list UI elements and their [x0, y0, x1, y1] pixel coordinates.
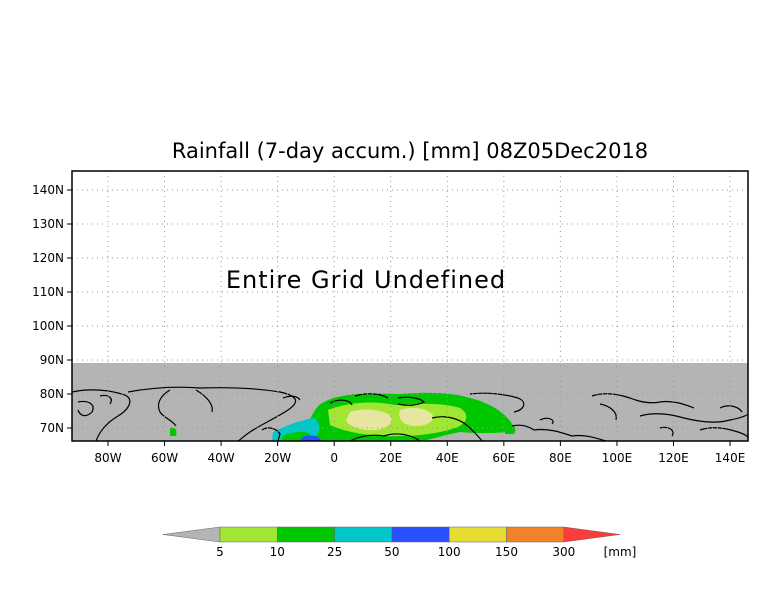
y-tick-label: 130N: [32, 217, 64, 231]
legend-threshold-label: 150: [495, 545, 518, 559]
legend-color-box: [219, 526, 278, 543]
legend-threshold-label: 10: [270, 545, 285, 559]
y-tick-label: 140N: [32, 183, 64, 197]
legend-color-box: [448, 526, 507, 543]
x-tick-label: 60E: [492, 451, 515, 465]
y-tick-label: 80N: [40, 387, 64, 401]
x-tick-label: 140E: [715, 451, 746, 465]
legend-threshold-label: 5: [216, 545, 224, 559]
y-axis: 140N 130N 120N 110N 100N 90N 80N 70N: [32, 183, 72, 435]
y-tick-label: 70N: [40, 421, 64, 435]
legend-below-triangle: [162, 526, 221, 543]
x-tick-label: 0: [330, 451, 338, 465]
color-bar-legend: 5 10 25 50 100 150 300 [mm]: [162, 526, 637, 559]
x-tick-label: 20W: [264, 451, 291, 465]
x-tick-label: 20E: [379, 451, 402, 465]
legend-color-box: [391, 526, 450, 543]
y-tick-label: 120N: [32, 251, 64, 265]
undefined-grid-message: Entire Grid Undefined: [226, 266, 506, 294]
x-tick-label: 60W: [151, 451, 178, 465]
x-axis: 80W 60W 40W 20W 0 20E 40E 60E 80E 100E 120E 140E: [94, 441, 745, 465]
legend-unit-label: [mm]: [604, 545, 637, 559]
precipitation-overlay: [170, 392, 516, 441]
legend-above-triangle: [563, 526, 621, 543]
coastlines: [71, 386, 749, 442]
x-tick-label: 40E: [436, 451, 459, 465]
legend-threshold-label: 100: [438, 545, 461, 559]
map-title: Rainfall (7-day accum.) [mm] 08Z05Dec201…: [172, 139, 648, 163]
y-tick-label: 100N: [32, 319, 64, 333]
x-tick-label: 120E: [658, 451, 689, 465]
map-gridlines: [72, 171, 748, 441]
y-tick-label: 90N: [40, 353, 64, 367]
map-frame: [71, 170, 749, 442]
legend-threshold-label: 50: [384, 545, 399, 559]
legend-threshold-label: 25: [327, 545, 342, 559]
x-tick-label: 40W: [208, 451, 235, 465]
y-tick-label: 110N: [32, 285, 64, 299]
legend-color-box: [277, 526, 335, 543]
legend-threshold-label: 300: [552, 545, 575, 559]
x-tick-label: 80E: [549, 451, 572, 465]
x-tick-label: 80W: [94, 451, 121, 465]
legend-color-box: [334, 526, 393, 543]
x-tick-label: 100E: [602, 451, 633, 465]
legend-color-box: [506, 526, 565, 543]
